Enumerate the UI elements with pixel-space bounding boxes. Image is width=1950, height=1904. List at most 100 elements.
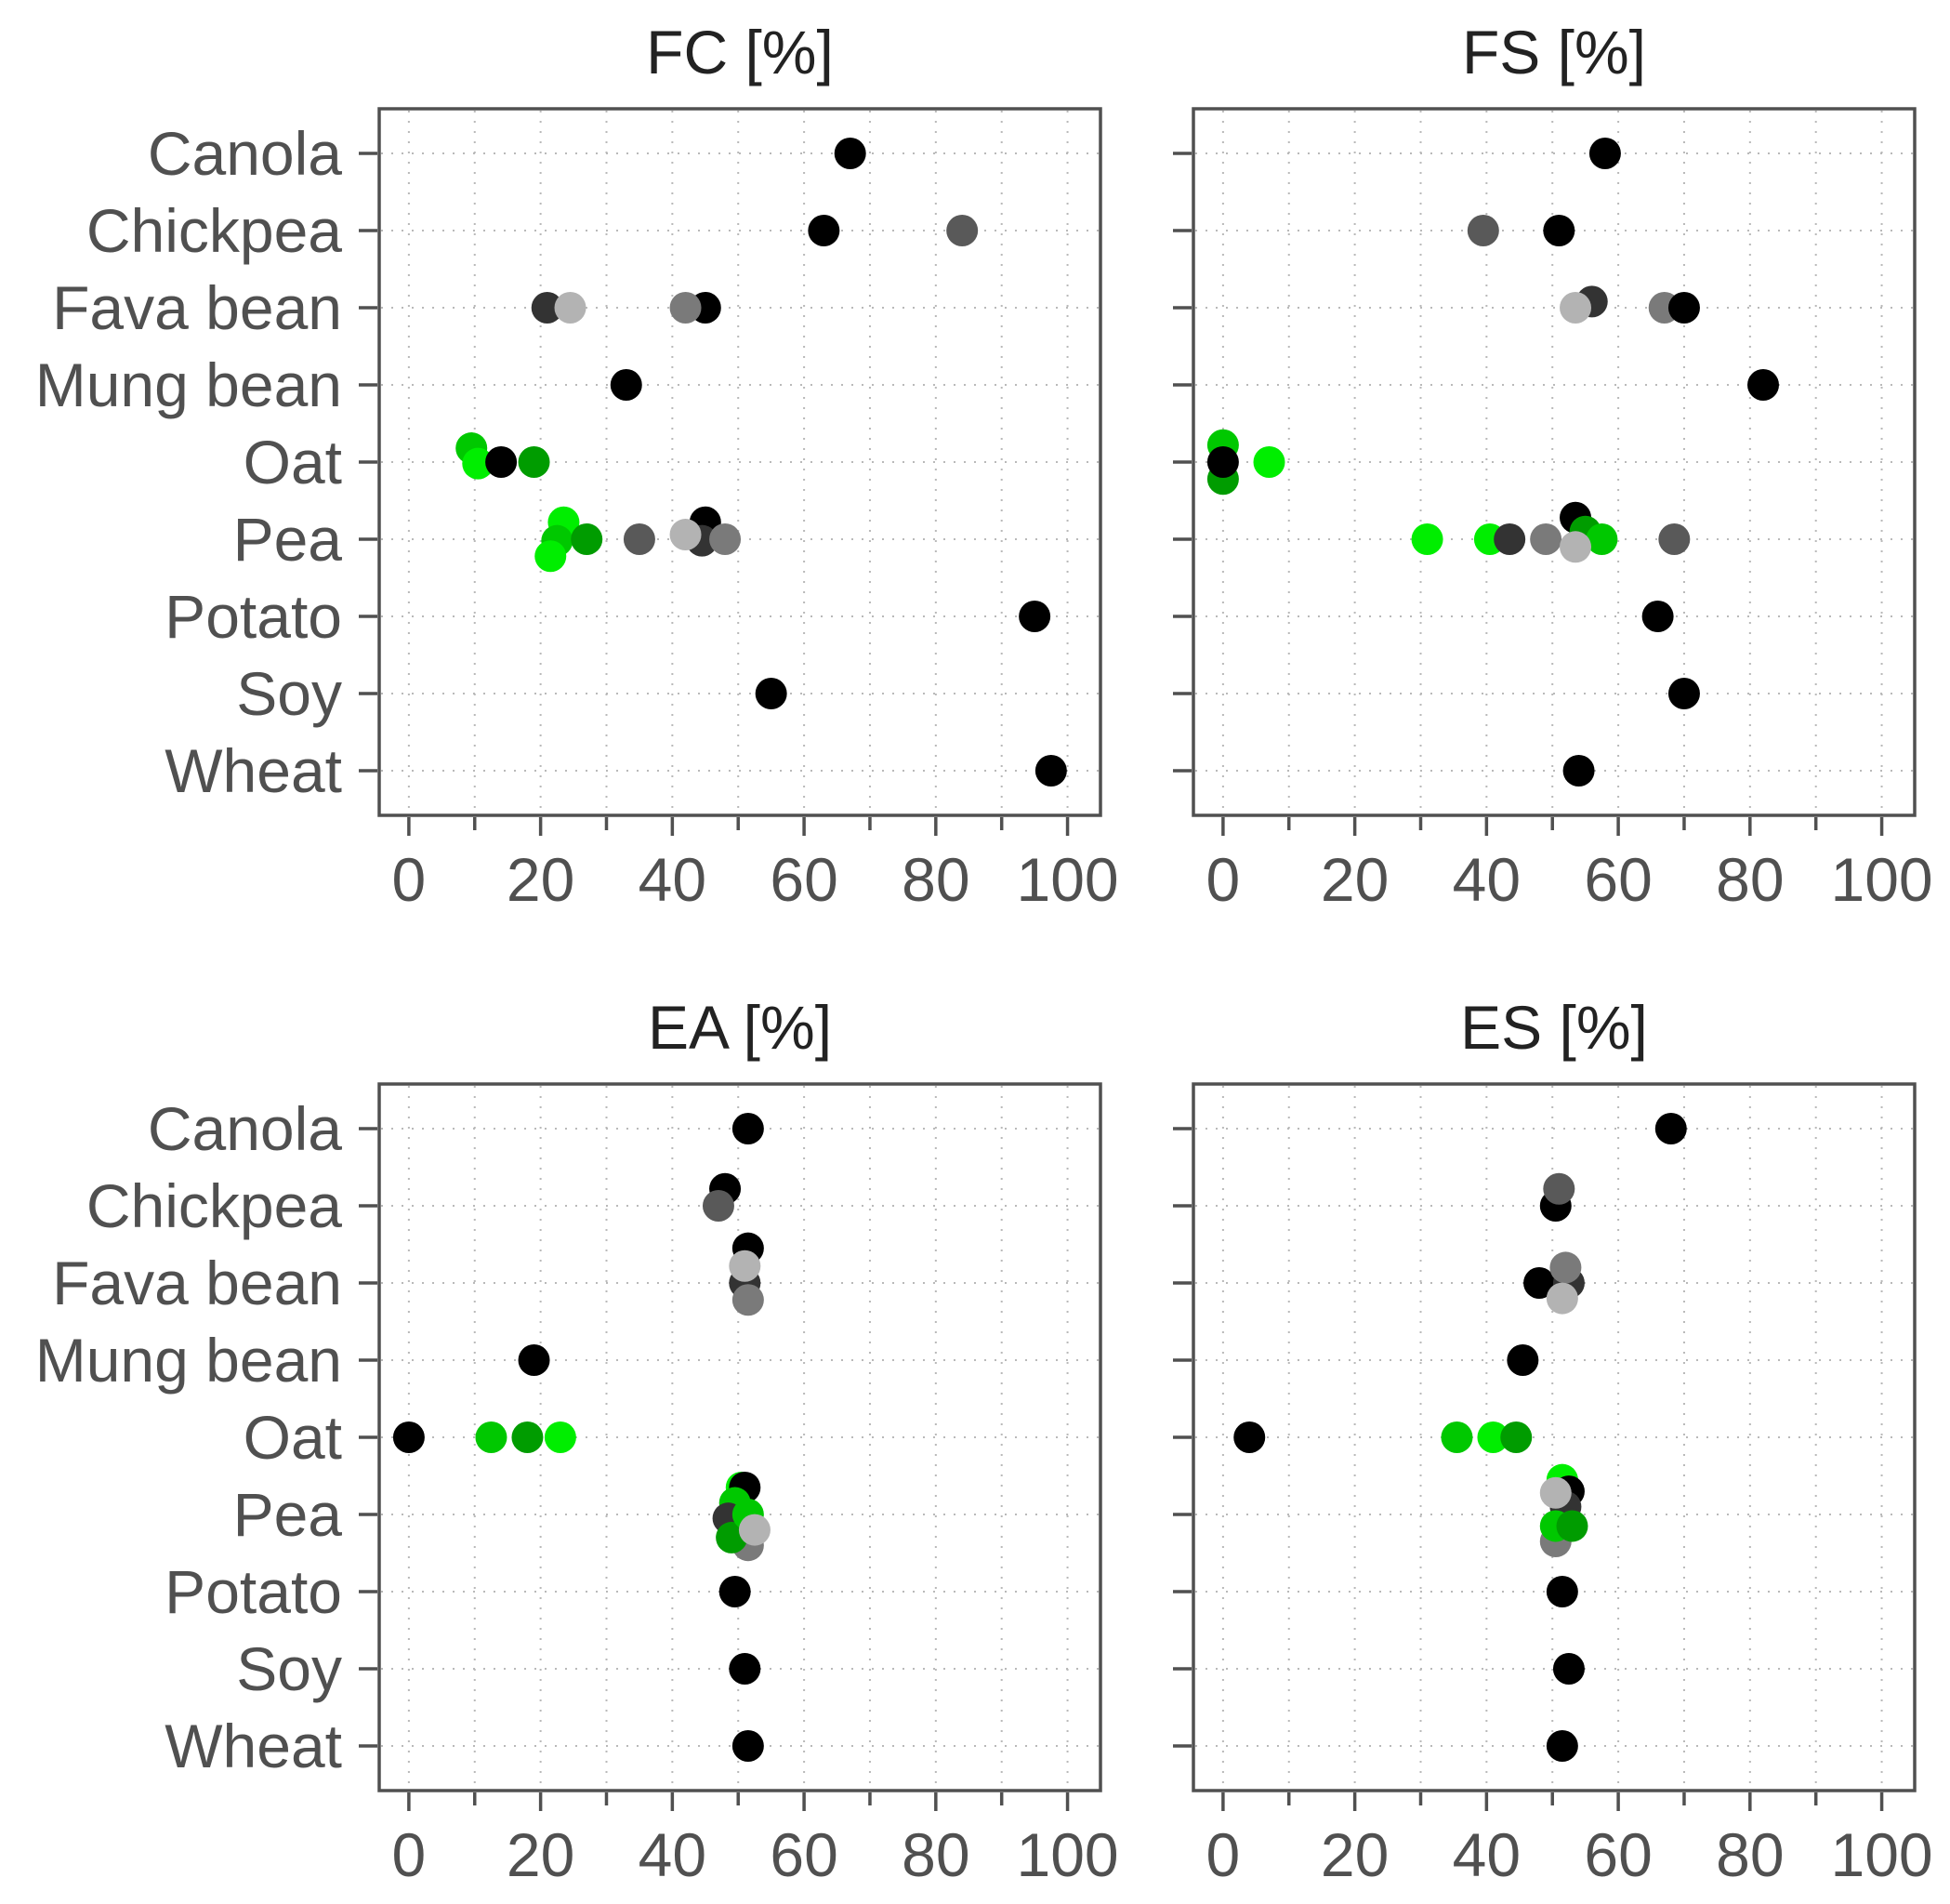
data-point-wheat	[1546, 1730, 1578, 1762]
panel-title: FS [%]	[1462, 18, 1646, 86]
data-point-wheat	[1034, 755, 1067, 787]
y-tick-label-pea: Pea	[233, 1480, 343, 1549]
data-point-oat	[1500, 1421, 1533, 1453]
x-tick-label: 20	[507, 845, 574, 914]
data-point-pea	[1411, 523, 1443, 555]
data-point-fava-bean	[1546, 1282, 1578, 1315]
data-point-pea	[623, 523, 655, 555]
x-tick-label: 60	[1584, 845, 1652, 914]
data-point-oat	[1253, 446, 1285, 478]
panel-es: ES [%] 0 20 40 60 80 100	[1173, 993, 1933, 1889]
data-point-oat	[392, 1421, 425, 1453]
data-point-chickpea	[702, 1190, 734, 1222]
x-tick-label: 0	[1206, 1820, 1241, 1889]
data-point-pea	[1494, 523, 1526, 555]
panel-title: EA [%]	[648, 993, 832, 1062]
x-tick-label: 100	[1831, 845, 1933, 914]
x-tick-label: 80	[1716, 845, 1784, 914]
y-tick-label-potato: Potato	[165, 1557, 342, 1626]
y-tick-label-oat: Oat	[244, 428, 342, 496]
data-point-wheat	[731, 1730, 764, 1762]
x-tick-label: 20	[507, 1820, 574, 1889]
x-tick-label: 100	[1017, 1820, 1119, 1889]
panel-title: FC [%]	[646, 18, 834, 86]
y-tick-label-fava-bean: Fava bean	[52, 273, 342, 342]
data-point-canola	[1588, 138, 1621, 169]
data-point-chickpea	[808, 215, 840, 246]
y-tick-label-mung-bean: Mung bean	[35, 1326, 342, 1395]
data-point-soy	[755, 678, 787, 709]
y-tick-label-chickpea: Chickpea	[86, 196, 342, 265]
data-point-fava-bean	[1523, 1267, 1556, 1299]
data-point-chickpea	[1543, 215, 1575, 246]
y-tick-label-potato: Potato	[165, 582, 342, 651]
x-tick-label: 0	[392, 845, 427, 914]
data-point-pea	[1539, 1476, 1572, 1509]
data-point-fava-bean	[1560, 292, 1592, 324]
data-point-potato	[1019, 601, 1051, 632]
data-point-potato	[1546, 1576, 1578, 1607]
data-point-mung-bean	[518, 1344, 550, 1376]
data-point-pea	[534, 540, 567, 573]
y-tick-label-oat: Oat	[244, 1403, 342, 1472]
x-tick-label: 60	[770, 1820, 837, 1889]
panel-title: ES [%]	[1460, 993, 1648, 1062]
x-tick-label: 0	[1206, 845, 1241, 914]
data-point-mung-bean	[610, 369, 642, 401]
data-point-oat	[544, 1421, 576, 1453]
data-point-fava-bean	[1667, 292, 1700, 324]
data-point-pea	[738, 1514, 771, 1546]
data-point-chickpea	[1543, 1172, 1575, 1205]
y-tick-label-mung-bean: Mung bean	[35, 350, 342, 419]
y-tick-label-chickpea: Chickpea	[86, 1171, 342, 1240]
data-point-pea	[1556, 1510, 1588, 1542]
data-point-fava-bean	[1549, 1251, 1582, 1284]
data-point-mung-bean	[1507, 1344, 1539, 1376]
data-point-mung-bean	[1747, 369, 1780, 401]
data-point-pea	[1658, 523, 1691, 555]
x-tick-label: 40	[1453, 1820, 1521, 1889]
data-point-wheat	[1562, 755, 1595, 787]
x-tick-label: 100	[1017, 845, 1119, 914]
data-point-potato	[718, 1576, 751, 1607]
data-point-canola	[731, 1113, 764, 1144]
x-tick-label: 0	[392, 1820, 427, 1889]
panel-fs: FS [%] 0 20 40 60 80 100	[1173, 18, 1933, 914]
data-point-chickpea	[946, 215, 979, 246]
data-point-oat	[1477, 1421, 1509, 1453]
x-tick-label: 40	[639, 1820, 706, 1889]
x-tick-label: 80	[902, 1820, 969, 1889]
data-point-canola	[1654, 1113, 1687, 1144]
y-tick-label-soy: Soy	[236, 659, 342, 728]
y-tick-label-canola: Canola	[148, 1094, 342, 1163]
panel-fc: FC [%] Canola Chickpea Fava bean Mung bean Oa…	[35, 18, 1119, 914]
data-point-soy	[1667, 678, 1700, 709]
data-point-oat	[511, 1421, 544, 1453]
x-tick-label: 40	[639, 845, 706, 914]
x-tick-label: 60	[1584, 1820, 1652, 1889]
x-tick-label: 100	[1831, 1820, 1933, 1889]
data-point-oat	[1206, 446, 1239, 478]
data-point-potato	[1641, 601, 1674, 632]
data-point-oat	[1233, 1421, 1266, 1453]
data-point-pea	[1530, 523, 1562, 555]
y-tick-label-fava-bean: Fava bean	[52, 1249, 342, 1317]
y-tick-label-canola: Canola	[148, 119, 342, 188]
data-point-oat	[1441, 1421, 1473, 1453]
x-tick-label: 80	[1716, 1820, 1784, 1889]
x-tick-label: 80	[902, 845, 969, 914]
panel-ea: EA [%] Canola Chickpea Fava bean Mung bean Oa…	[35, 993, 1119, 1889]
x-tick-label: 40	[1453, 845, 1521, 914]
data-point-fava-bean	[531, 292, 563, 324]
data-point-pea	[709, 523, 742, 555]
data-point-fava-bean	[731, 1284, 764, 1316]
data-point-fava-bean	[669, 292, 702, 324]
data-point-chickpea	[1467, 215, 1499, 246]
data-point-soy	[729, 1653, 761, 1685]
data-point-pea	[669, 519, 702, 551]
y-tick-label-pea: Pea	[233, 505, 343, 574]
data-point-oat	[475, 1421, 507, 1453]
x-tick-label: 20	[1321, 1820, 1389, 1889]
